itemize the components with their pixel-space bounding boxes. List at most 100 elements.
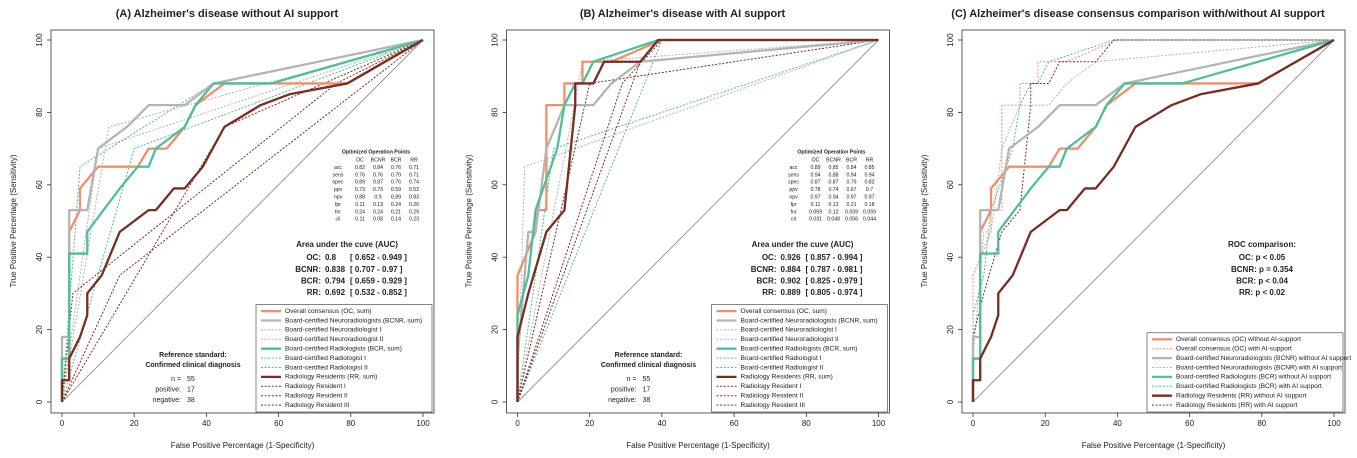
comparison-title: ROC comparison: xyxy=(1228,240,1296,249)
roc-curve xyxy=(516,38,879,402)
table-cell: 0.21 xyxy=(846,202,856,208)
y-tick-label: 20 xyxy=(946,325,955,334)
auc-label: BCNR: xyxy=(295,265,321,274)
legend-label: Board-certified Radiologists (BCR) with … xyxy=(1176,383,1322,390)
table-cell: 0.11 xyxy=(355,202,365,208)
legend-label: Overall consensus (OC, sum) xyxy=(285,308,371,315)
table-cell: 0.85 xyxy=(864,165,874,171)
table-header: OC xyxy=(356,157,364,163)
diagonal xyxy=(972,39,1335,403)
table-cell: 0.89 xyxy=(810,165,820,171)
panel-title: (A) Alzheimer's disease without AI suppo… xyxy=(116,8,339,20)
y-tick-label: 60 xyxy=(491,180,500,189)
x-tick-label: 20 xyxy=(130,419,139,428)
legend-label: Board-certified Neuroradiologist I xyxy=(285,327,382,334)
plot-frame xyxy=(961,29,1346,414)
diagonal xyxy=(517,39,879,403)
legend-label: Radiology Resident III xyxy=(285,402,350,409)
y-tick-label: 60 xyxy=(946,180,955,189)
table-cell: 0.7 xyxy=(866,187,873,193)
table-row-label: cil xyxy=(791,217,796,223)
table-row-label: acc xyxy=(789,165,797,171)
legend-box xyxy=(1146,332,1344,413)
table-cell: 0.97 xyxy=(846,194,856,200)
table-cell: 0.059 xyxy=(845,209,858,215)
y-tick-label: 0 xyxy=(35,399,44,404)
table-row-label: fnr xyxy=(790,209,796,215)
auc-value: 0.926 xyxy=(781,253,802,262)
y-tick-label: 0 xyxy=(491,399,500,404)
roc-curve xyxy=(972,39,1335,402)
legend-label: Board-certified Neuroradiologist II xyxy=(741,336,839,343)
table-cell: 0.71 xyxy=(409,165,419,171)
y-tick-label: 40 xyxy=(946,252,955,261)
y-tick-label: 60 xyxy=(35,180,44,189)
legend: Overall consensus (OC, sum) Board-certifi… xyxy=(711,304,888,413)
comparison-row: BCNR: p = 0.354 xyxy=(1231,265,1294,274)
auc-label: BCR: xyxy=(757,277,777,286)
table-row-label: cil xyxy=(336,217,341,223)
table-cell: 0.056 xyxy=(845,217,858,223)
x-tick-label: 100 xyxy=(416,419,430,428)
reference-label: positive: xyxy=(611,386,637,393)
legend-label: Board-certified Neuroradiologists (BCNR,… xyxy=(741,317,878,324)
table-cell: 0.76 xyxy=(373,172,383,178)
auc-value: 0.8 xyxy=(325,253,337,262)
table-cell: 0.76 xyxy=(355,172,365,178)
table-cell: 0.12 xyxy=(828,209,838,215)
plot-frame xyxy=(50,29,435,414)
x-axis-label: False Positive Percentage (1-Specificity… xyxy=(626,441,770,450)
table-cell: 0.94 xyxy=(828,194,838,200)
x-tick-label: 100 xyxy=(1327,419,1341,428)
legend-label: Radiology Residents (RR, sum) xyxy=(741,374,833,381)
table-cell: 0.048 xyxy=(827,217,840,223)
table-header: RR xyxy=(866,157,874,163)
y-tick-label: 0 xyxy=(946,399,955,404)
auc-ci: [ 0.659 - 0.929 ] xyxy=(350,277,407,286)
reference-label: n = xyxy=(171,376,181,383)
auc-value: 0.884 xyxy=(781,265,802,274)
comparison-row: RR: p < 0.02 xyxy=(1239,288,1286,297)
roc-curve xyxy=(971,38,1335,402)
table-cell: 0.24 xyxy=(355,209,365,215)
legend-label: Radiology Resident II xyxy=(741,392,804,399)
roc-curve xyxy=(516,38,879,402)
legend-label: Board-certified Radiologist II xyxy=(741,364,824,371)
table-cell: 0.84 xyxy=(373,165,383,171)
table-cell: 0.87 xyxy=(828,180,838,186)
table-cell: 0.21 xyxy=(391,209,401,215)
table-cell: 0.059 xyxy=(863,209,876,215)
y-axis-label: True Positive Percentage (Sensitivity) xyxy=(920,154,929,287)
table-cell: 0.08 xyxy=(373,217,383,223)
table-header: BCNR xyxy=(371,157,386,163)
table-cell: 0.89 xyxy=(391,194,401,200)
table-cell: 0.88 xyxy=(355,194,365,200)
table-header: BCR xyxy=(391,157,402,163)
x-tick-label: 0 xyxy=(515,419,520,428)
table-cell: 0.94 xyxy=(864,172,874,178)
table-row-label: spec xyxy=(333,180,344,186)
table-cell: 0.18 xyxy=(864,202,874,208)
roc-curve xyxy=(60,39,424,402)
roc-curve xyxy=(971,39,1335,402)
table-cell: 0.88 xyxy=(828,172,838,178)
auc-ci: [ 0.532 - 0.852 ] xyxy=(350,288,407,297)
legend-box xyxy=(255,304,433,413)
auc-value: 0.889 xyxy=(781,288,802,297)
legend-label: Overall consensus (OC, sum) xyxy=(741,308,827,315)
table-row-label: acc xyxy=(334,165,342,171)
legend-label: Board-certified Neuroradiologists (BCNR)… xyxy=(1176,364,1342,371)
x-tick-label: 40 xyxy=(202,419,211,428)
legend-label: Board-certified Radiologist I xyxy=(285,355,366,362)
y-tick-label: 20 xyxy=(491,325,500,334)
table-row-label: fnr xyxy=(335,209,341,215)
x-tick-label: 80 xyxy=(346,419,355,428)
reference-label: positive: xyxy=(155,386,181,393)
auc-label: BCR: xyxy=(301,277,321,286)
roc-curve xyxy=(972,39,1334,402)
roc-curve xyxy=(60,38,424,402)
auc-ci: [ 0.707 - 0.97 ] xyxy=(350,265,403,274)
table-cell: 0.23 xyxy=(409,217,419,223)
reference-value: 17 xyxy=(187,386,195,393)
